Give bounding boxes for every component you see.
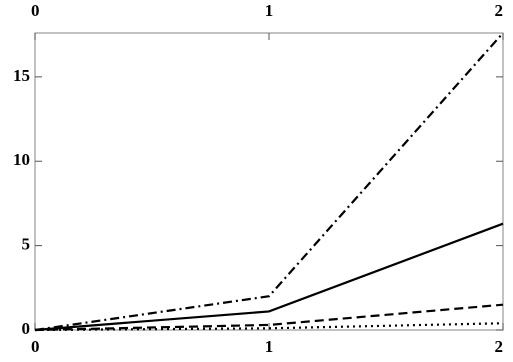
series-line <box>34 322 504 332</box>
x-tick-label-top: 0 <box>31 1 40 20</box>
series-line <box>34 222 504 332</box>
series-line <box>34 32 504 332</box>
y-tick-label: 0 <box>22 319 31 338</box>
plot-frame <box>34 32 504 331</box>
series-line <box>34 303 504 332</box>
x-tick-label-top: 2 <box>495 1 504 20</box>
y-tick-label: 15 <box>13 66 30 85</box>
x-tick-label-top: 1 <box>265 1 274 20</box>
y-tick-label: 5 <box>22 235 31 254</box>
x-tick-label: 1 <box>265 337 274 356</box>
y-tick-label: 10 <box>13 150 30 169</box>
x-tick-label: 0 <box>31 337 40 356</box>
x-tick-label: 2 <box>495 337 504 356</box>
